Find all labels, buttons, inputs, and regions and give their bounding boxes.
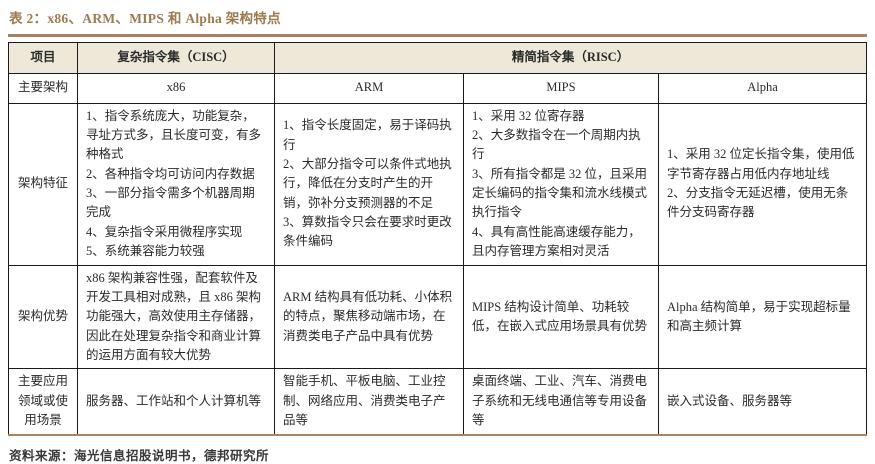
cell-applications-alpha: 嵌入式设备、服务器等 bbox=[657, 368, 868, 436]
cell-features-alpha: 1、采用 32 位定长指令集，使用低字节寄存器占用低内存地址线 2、分支指令无延… bbox=[657, 102, 868, 266]
cell-advantages-x86: x86 架构兼容性强，配套软件及开发工具相对成熟，且 x86 架构功能强大，高效… bbox=[77, 264, 275, 370]
cell-arch-mips: MIPS bbox=[463, 72, 659, 104]
table-header-row: 项目 复杂指令集（CISC） 精简指令集（RISC） bbox=[8, 41, 868, 74]
table-row-advantages: 架构优势 x86 架构兼容性强，配套软件及开发工具相对成熟，且 x86 架构功能… bbox=[8, 264, 868, 370]
cell-features-arm: 1、指令长度固定，易于译码执行 2、大部分指令可以条件式地执行，降低在分支时产生… bbox=[274, 102, 464, 266]
cell-features-x86: 1、指令系统庞大，功能复杂，寻址方式多，且长度可变，有多种格式 2、各种指令均可… bbox=[77, 102, 275, 266]
architecture-comparison-table: 项目 复杂指令集（CISC） 精简指令集（RISC） 主要架构 x86 ARM … bbox=[8, 41, 868, 436]
cell-applications-arm: 智能手机、平板电脑、工业控制、网络应用、消费类电子产品等 bbox=[274, 368, 464, 436]
cell-arch-alpha: Alpha bbox=[657, 72, 868, 104]
row-label-applications: 主要应用领域或使用场景 bbox=[8, 368, 78, 436]
cell-applications-mips: 桌面终端、工业、汽车、消费电子系统和无线电通信等专用设备等 bbox=[463, 368, 659, 436]
table-row-features: 架构特征 1、指令系统庞大，功能复杂，寻址方式多，且长度可变，有多种格式 2、各… bbox=[8, 102, 868, 266]
cell-advantages-arm: ARM 结构具有低功耗、小体积的特点，聚焦移动端市场，在消费类电子产品中具有优势 bbox=[274, 264, 464, 370]
data-source-note: 资料来源：海光信息招股说明书，德邦研究所 bbox=[9, 448, 270, 463]
row-label-advantages: 架构优势 bbox=[8, 264, 78, 370]
cell-advantages-mips: MIPS 结构设计简单、功耗较低，在嵌入式应用场景具有优势 bbox=[463, 264, 659, 370]
header-item: 项目 bbox=[8, 41, 78, 74]
table-row-main-arch: 主要架构 x86 ARM MIPS Alpha bbox=[8, 72, 868, 104]
header-risc: 精简指令集（RISC） bbox=[273, 41, 868, 74]
cell-features-mips: 1、采用 32 位寄存器 2、大多数指令在一个周期内执行 3、所有指令都是 32… bbox=[463, 102, 659, 266]
cell-arch-arm: ARM bbox=[274, 72, 464, 104]
header-cisc: 复杂指令集（CISC） bbox=[77, 41, 275, 74]
row-label-main-arch: 主要架构 bbox=[8, 72, 78, 104]
table-row-applications: 主要应用领域或使用场景 服务器、工作站和个人计算机等 智能手机、平板电脑、工业控… bbox=[8, 368, 868, 436]
cell-applications-x86: 服务器、工作站和个人计算机等 bbox=[77, 368, 275, 436]
cell-advantages-alpha: Alpha 结构简单，易于实现超标量和高主频计算 bbox=[657, 264, 868, 370]
cell-arch-x86: x86 bbox=[77, 72, 275, 104]
table-title: 表 2：x86、ARM、MIPS 和 Alpha 架构特点 bbox=[9, 11, 281, 26]
title-divider bbox=[8, 34, 867, 37]
row-label-features: 架构特征 bbox=[8, 102, 78, 266]
